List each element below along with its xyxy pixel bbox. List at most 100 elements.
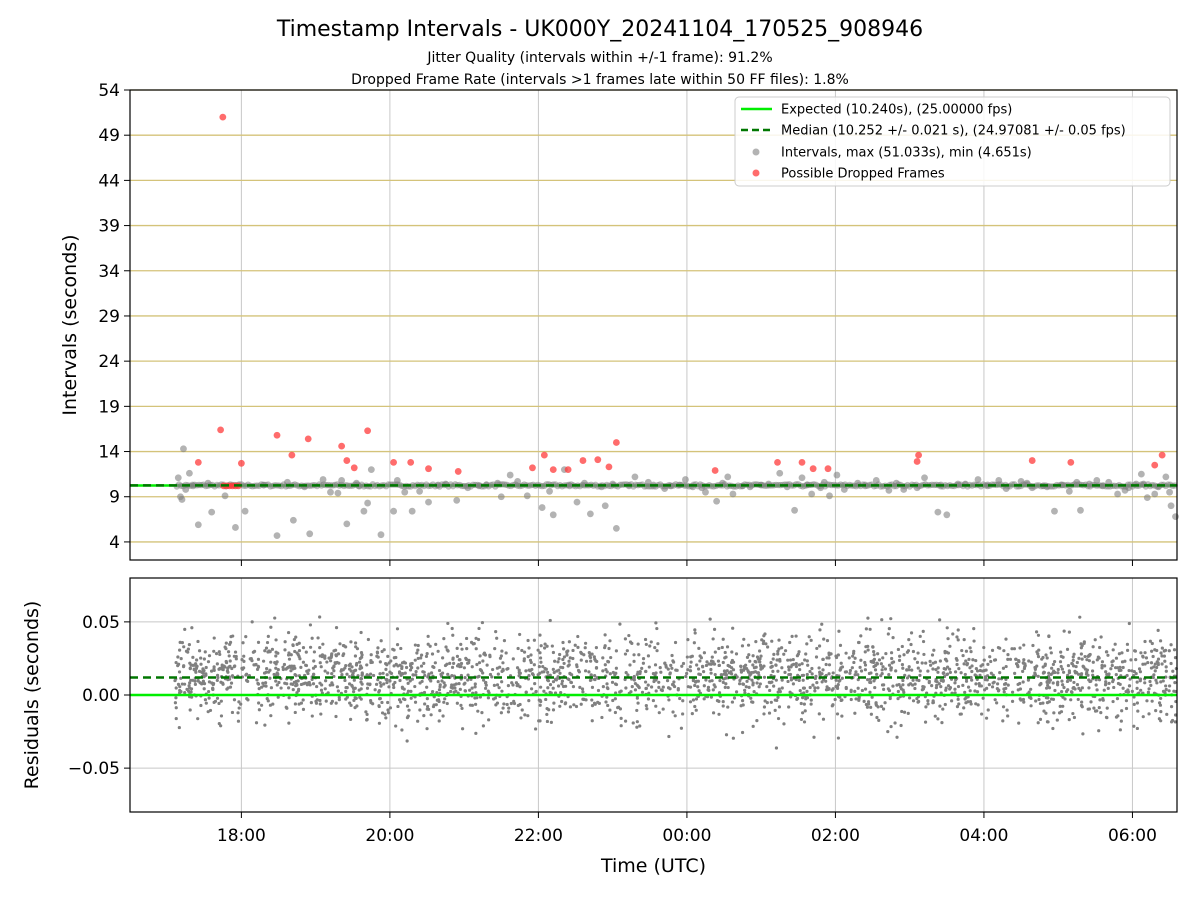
residual-point (474, 702, 478, 706)
residual-point (1136, 709, 1140, 713)
residual-point (385, 663, 389, 667)
residual-point (741, 682, 746, 686)
interval-point (1002, 485, 1010, 492)
residual-point (1022, 658, 1026, 662)
residual-point (747, 653, 751, 657)
residual-point (709, 671, 713, 675)
residual-point (237, 706, 241, 710)
residual-point (561, 657, 565, 662)
residual-point (935, 683, 939, 687)
residual-point (1135, 680, 1139, 684)
interval-point (713, 497, 721, 505)
residual-point (273, 616, 277, 620)
residual-point (614, 649, 618, 653)
residual-point (730, 700, 735, 704)
residual-point (379, 684, 383, 688)
residual-point (1112, 685, 1116, 690)
residual-point (507, 706, 511, 710)
residual-point (377, 690, 381, 694)
dropped-frame-point (338, 442, 346, 450)
residual-point (539, 699, 543, 704)
residual-point (304, 663, 309, 668)
residual-point (663, 661, 667, 666)
residual-point (880, 672, 884, 676)
residual-point (771, 657, 775, 661)
residual-point (430, 652, 435, 656)
residual-point (199, 662, 203, 666)
residual-point (1071, 658, 1075, 662)
residual-point (808, 685, 812, 690)
residual-point (968, 646, 972, 650)
residual-point (1060, 679, 1064, 683)
residual-point (392, 648, 396, 652)
residual-point (1141, 654, 1145, 658)
residual-point (985, 678, 989, 682)
residual-point (406, 681, 410, 685)
residual-point (1061, 695, 1065, 699)
interval-point (995, 477, 1003, 484)
residual-point (460, 647, 464, 651)
residual-point (488, 653, 492, 657)
residual-point (590, 685, 595, 689)
residual-point (1044, 653, 1048, 657)
residual-point (955, 635, 959, 639)
residual-point (882, 683, 886, 687)
residual-point (293, 702, 297, 706)
residual-point (863, 687, 868, 691)
dropped-frame-point (798, 458, 806, 466)
residual-point (601, 669, 605, 673)
residual-point (613, 673, 617, 677)
residual-point (767, 711, 772, 715)
residual-point (600, 715, 604, 720)
residual-point (1121, 665, 1125, 670)
interval-point (729, 490, 737, 498)
residual-point (406, 689, 411, 693)
residual-point (690, 712, 694, 716)
residual-point (605, 695, 609, 699)
residual-point (276, 668, 280, 672)
residual-point (474, 636, 478, 640)
residual-point (688, 669, 693, 673)
residual-point (492, 683, 496, 688)
dropped-frame-point (564, 466, 572, 474)
residual-point (989, 671, 993, 675)
residual-point (458, 687, 462, 691)
residual-point (274, 662, 278, 666)
residual-point (400, 728, 404, 732)
residual-point (1111, 678, 1115, 682)
residual-point (889, 651, 894, 655)
residual-point (428, 644, 432, 648)
residual-point (801, 711, 805, 715)
residual-point (890, 656, 894, 661)
residual-point (740, 699, 745, 703)
residual-point (359, 630, 363, 635)
residual-point (681, 699, 685, 703)
residual-point (809, 702, 813, 706)
residual-point (565, 653, 569, 657)
residual-point (403, 697, 407, 702)
residual-point (334, 626, 339, 630)
residual-point (476, 675, 480, 679)
legend-intervals-symbol (752, 148, 760, 156)
dropped-frame-point (288, 451, 296, 459)
residual-point (219, 724, 223, 728)
residual-point (717, 663, 721, 667)
residual-point (1130, 669, 1134, 673)
residual-point (840, 676, 844, 680)
residual-point (619, 724, 623, 728)
residual-point (1110, 663, 1114, 668)
residual-point (881, 656, 885, 660)
residual-point (799, 717, 804, 722)
residual-point (1027, 659, 1031, 663)
residual-point (551, 708, 556, 712)
residual-point (755, 681, 759, 685)
residual-point (1156, 628, 1160, 632)
residual-point (710, 655, 714, 659)
residual-point (902, 653, 906, 657)
residual-point (228, 659, 232, 663)
residual-point (274, 638, 278, 642)
residual-point (385, 673, 389, 677)
residual-point (1093, 709, 1098, 713)
residual-point (1098, 698, 1102, 702)
residual-point (451, 657, 455, 661)
